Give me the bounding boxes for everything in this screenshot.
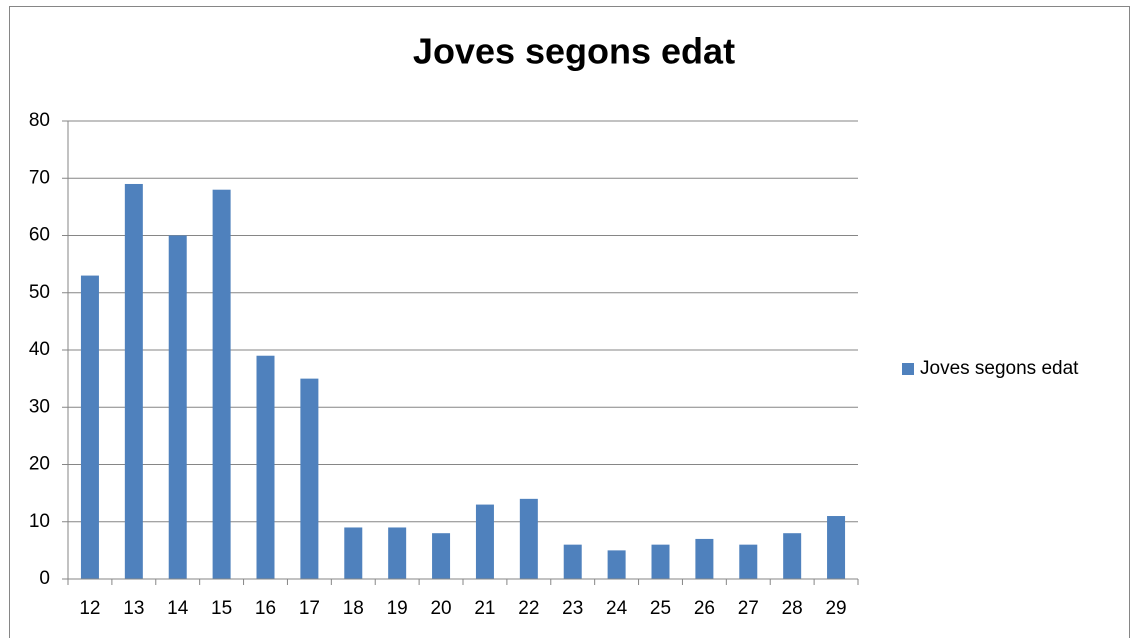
bar [783,533,802,579]
x-tick-label: 28 [782,598,803,619]
x-tick-label: 16 [255,598,276,619]
chart-title: Joves segons edat [413,31,735,72]
x-tick-label: 17 [299,598,320,619]
bar [519,498,538,579]
x-tick-label: 21 [474,598,495,619]
y-tick-label: 80 [29,110,50,131]
legend-label: Joves segons edat [920,358,1079,379]
x-tick-label: 25 [650,598,671,619]
x-tick-label: 20 [430,598,451,619]
y-tick-label: 0 [39,568,50,589]
bar [168,235,187,579]
bar [388,527,407,579]
x-tick-label: 12 [79,598,100,619]
x-tick-label: 15 [211,598,232,619]
bar [607,550,626,579]
x-tick-label: 26 [694,598,715,619]
bar [739,544,758,579]
bar [563,544,582,579]
bar [432,533,451,579]
y-tick-label: 60 [29,225,50,246]
x-tick-label: 19 [387,598,408,619]
y-tick-label: 20 [29,454,50,475]
x-tick-label: 27 [738,598,759,619]
x-tick-label: 14 [167,598,189,619]
bar [651,544,670,579]
y-tick-label: 40 [29,339,50,360]
x-tick-label: 13 [123,598,144,619]
x-tick-label: 22 [518,598,539,619]
chart-frame [9,6,1130,638]
bar [300,378,319,579]
y-tick-label: 10 [29,511,50,532]
bar [695,538,714,579]
y-tick-label: 70 [29,167,50,188]
bar [344,527,363,579]
bar [80,275,99,579]
bar [212,189,231,579]
bar [827,516,846,579]
y-tick-label: 50 [29,282,50,303]
bar [256,355,275,579]
x-tick-label: 29 [825,598,846,619]
bar [475,504,494,579]
x-tick-label: 24 [606,598,628,619]
x-tick-label: 18 [343,598,364,619]
bar [124,183,143,579]
y-tick-label: 30 [29,396,50,417]
legend-swatch [902,363,914,375]
x-tick-label: 23 [562,598,583,619]
